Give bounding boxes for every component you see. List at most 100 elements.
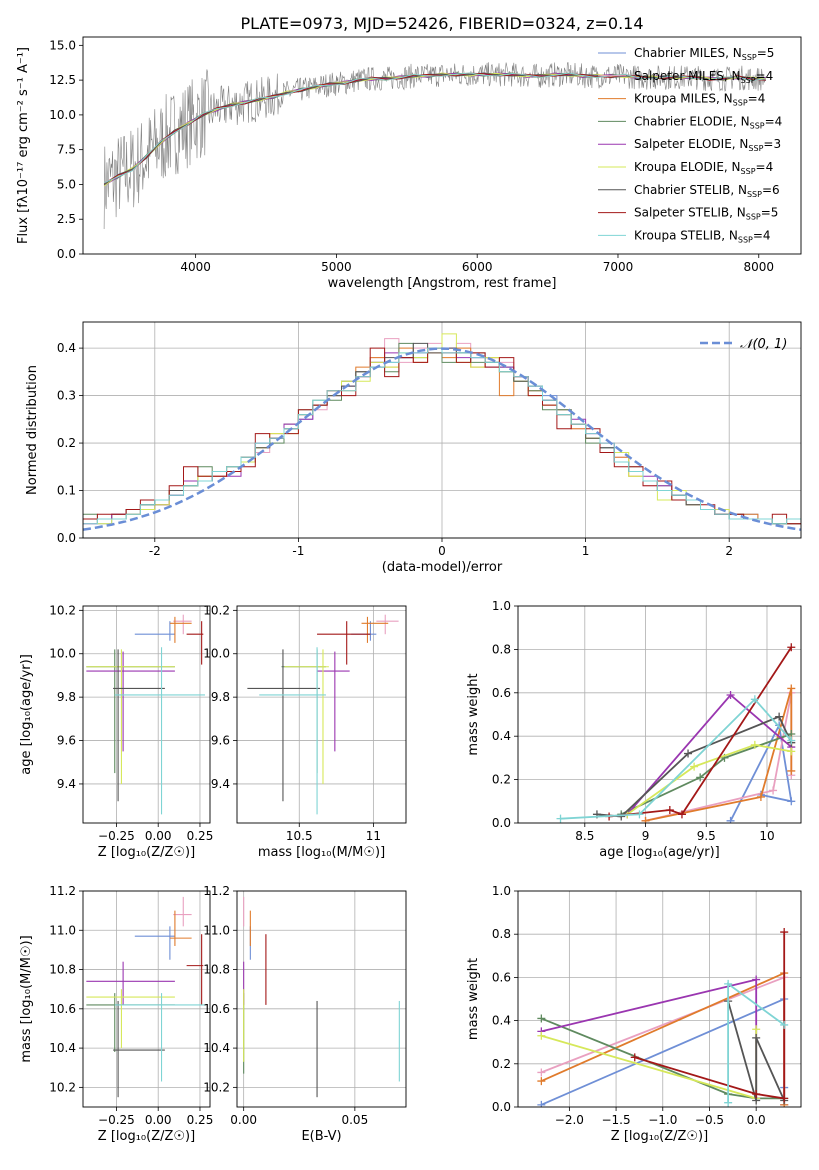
legend-entry: Chabrier ELODIE, NSSP=4 xyxy=(634,114,782,130)
y-tick-label: 0.8 xyxy=(492,642,511,656)
errorbar-point xyxy=(186,934,204,1005)
legend-subscript: SSP xyxy=(738,235,753,244)
plot-frame-residuals xyxy=(82,321,802,539)
x-tick-label: 0.00 xyxy=(230,1113,257,1127)
x-axis-label: (data-model)/error xyxy=(382,560,503,575)
x-tick-label: −2.0 xyxy=(555,1113,584,1127)
x-tick-label: 10 xyxy=(759,829,774,843)
plot-frame-age_vs_weight xyxy=(517,605,802,824)
y-tick-label: 0.3 xyxy=(57,389,76,403)
y-tick-label: 2.5 xyxy=(57,212,76,226)
errorbar-point xyxy=(134,621,175,641)
x-tick-label: -1 xyxy=(292,544,304,558)
y-tick-label: 0.6 xyxy=(492,970,511,984)
x-tick-label: 0.00 xyxy=(145,1113,172,1127)
y-tick-label: 0.4 xyxy=(492,729,511,743)
errorbar-point xyxy=(113,649,165,802)
weight-series-line xyxy=(645,688,793,822)
errorbar-point xyxy=(169,616,192,643)
x-axis-label: Z [log₁₀(Z/Z☉)] xyxy=(611,1129,708,1144)
x-tick-label: −1.5 xyxy=(601,1113,630,1127)
errorbars-ebv_vs_mass xyxy=(243,896,400,1098)
y-tick-label: 11.0 xyxy=(203,923,230,937)
legend-subscript: SSP xyxy=(741,76,756,85)
x-axis-label: E(B-V) xyxy=(301,1129,341,1144)
y-tick-label: 9.8 xyxy=(211,690,230,704)
x-tick-label: -2 xyxy=(149,544,161,558)
errorbar-point xyxy=(259,647,326,815)
weight-marker xyxy=(696,773,705,782)
legend-text: Kroupa STELIB, N xyxy=(634,228,738,242)
weight-marker xyxy=(677,810,686,819)
weight-marker xyxy=(775,712,784,721)
x-tick-label: 8000 xyxy=(743,260,774,274)
weight-marker xyxy=(635,810,644,819)
y-tick-label: 11.2 xyxy=(203,884,230,898)
y-axis-label: mass weight xyxy=(466,673,481,755)
spectrum-lines xyxy=(103,61,767,230)
legend-value: =4 xyxy=(765,114,783,128)
weight-marker xyxy=(752,1033,761,1042)
y-tick-label: 0.4 xyxy=(492,1014,511,1028)
y-tick-label: 0.0 xyxy=(57,531,76,545)
legend-subscript: SSP xyxy=(748,144,763,153)
x-tick-label: 0.25 xyxy=(187,829,214,843)
y-tick-label: 9.6 xyxy=(211,734,230,748)
x-tick-label: −0.25 xyxy=(98,1113,135,1127)
errorbar-point xyxy=(173,614,192,635)
axes-Z_vs_age: −0.25 0.00 0.25 9.4 9.6 9.8 10.0 10.2 Z [log₁₀(Z… xyxy=(19,603,213,860)
weight-series-line xyxy=(634,932,786,1100)
weight-marker xyxy=(537,1068,546,1077)
weight-marker xyxy=(556,814,565,823)
legend-text: Salpeter STELIB, N xyxy=(634,206,746,220)
weight-series-line xyxy=(626,743,792,816)
weight-marker xyxy=(537,1100,546,1107)
errorbar-point xyxy=(86,961,175,1005)
plot-frame-ebv_vs_mass xyxy=(236,890,407,1108)
legend-text: Salpeter MILES, N xyxy=(634,69,741,83)
weight-marker xyxy=(787,736,796,745)
weight-marker xyxy=(617,812,626,821)
gaussian-legend-label: 𝒩(0, 1) xyxy=(740,337,787,352)
weight-marker xyxy=(780,928,789,937)
legend-entry: Salpeter ELODIE, NSSP=3 xyxy=(634,137,781,153)
y-tick-label: 10.2 xyxy=(203,1080,230,1094)
weight-marker xyxy=(641,816,650,823)
plot-frame-Z_vs_mass xyxy=(82,890,211,1108)
legend-text: Kroupa MILES, N xyxy=(634,92,733,106)
y-tick-label: 1.0 xyxy=(492,884,511,898)
errorbar-point xyxy=(86,989,175,1049)
weight-marker xyxy=(726,690,735,699)
errorbar-point xyxy=(86,649,175,784)
weight-marker xyxy=(726,816,735,823)
weight-marker xyxy=(787,684,796,693)
y-axis-label: mass [log₁₀(M/M☉)] xyxy=(19,935,34,1062)
legend-value: =4 xyxy=(756,160,774,174)
y-tick-label: 0.2 xyxy=(57,436,76,450)
weight-marker xyxy=(756,792,765,801)
y-tick-label: 0.0 xyxy=(492,816,511,830)
y-tick-label: 0.1 xyxy=(57,484,76,498)
plot-frame-mass_vs_age xyxy=(236,605,407,824)
errorbar-point xyxy=(113,1000,165,1098)
legend-entry: Kroupa ELODIE, NSSP=4 xyxy=(634,160,773,176)
x-tick-label: −1.0 xyxy=(648,1113,677,1127)
weight-marker xyxy=(787,766,796,775)
x-tick-label: 0.00 xyxy=(145,829,172,843)
weight-marker xyxy=(752,1090,761,1099)
legend-value: =4 xyxy=(756,69,774,83)
y-tick-label: 11.0 xyxy=(49,923,76,937)
axes-Z_vs_mass: −0.25 0.00 0.25 10.2 10.4 10.6 10.8 11.0 11.2 Z [… xyxy=(19,884,213,1144)
weight-marker xyxy=(752,1025,761,1034)
weight-series-line xyxy=(729,722,793,822)
y-tick-label: 15.0 xyxy=(49,38,76,52)
errorbar-point xyxy=(317,621,371,665)
y-tick-label: 10.6 xyxy=(203,1002,230,1016)
y-tick-label: 10.2 xyxy=(49,1080,76,1094)
legend-value: =5 xyxy=(757,46,775,60)
weight-marker xyxy=(787,643,796,652)
x-tick-label: 10.5 xyxy=(286,829,313,843)
y-tick-label: 9.4 xyxy=(57,777,76,791)
y-tick-label: 12.5 xyxy=(49,73,76,87)
